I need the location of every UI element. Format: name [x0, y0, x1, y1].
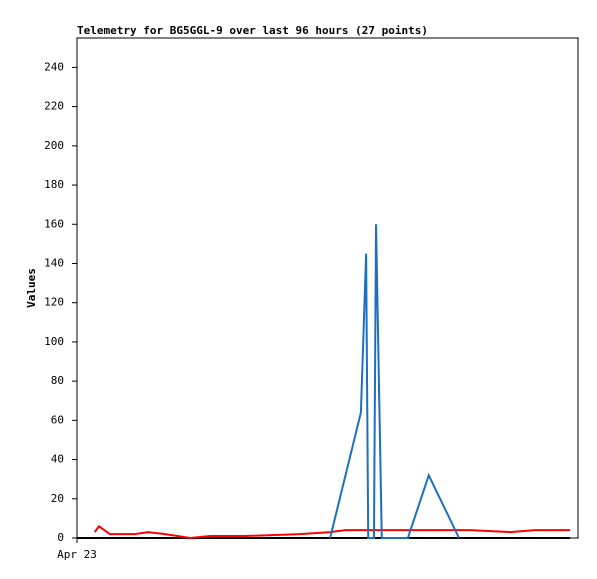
chart-title: Telemetry for BG5GGL-9 over last 96 hour…	[77, 24, 428, 37]
y-tick-label: 220	[44, 100, 64, 113]
y-tick-label: 40	[51, 453, 64, 466]
y-tick-label: 120	[44, 296, 64, 309]
plot-frame	[76, 37, 579, 539]
y-tick-label: 180	[44, 178, 64, 191]
y-tick-label: 60	[51, 413, 64, 426]
y-tick-label: 160	[44, 217, 64, 230]
x-tick-label: Apr 23	[57, 548, 97, 561]
y-tick-label: 140	[44, 256, 64, 269]
series-line	[329, 224, 460, 539]
y-tick-label: 0	[57, 531, 64, 544]
y-tick-label: 80	[51, 374, 64, 387]
y-tick-label: 20	[51, 492, 64, 505]
y-axis-label: Values	[25, 268, 38, 308]
y-tick-label: 100	[44, 335, 64, 348]
y-tick-label: 200	[44, 139, 64, 152]
y-tick-label: 240	[44, 60, 64, 73]
series-line	[93, 524, 571, 540]
